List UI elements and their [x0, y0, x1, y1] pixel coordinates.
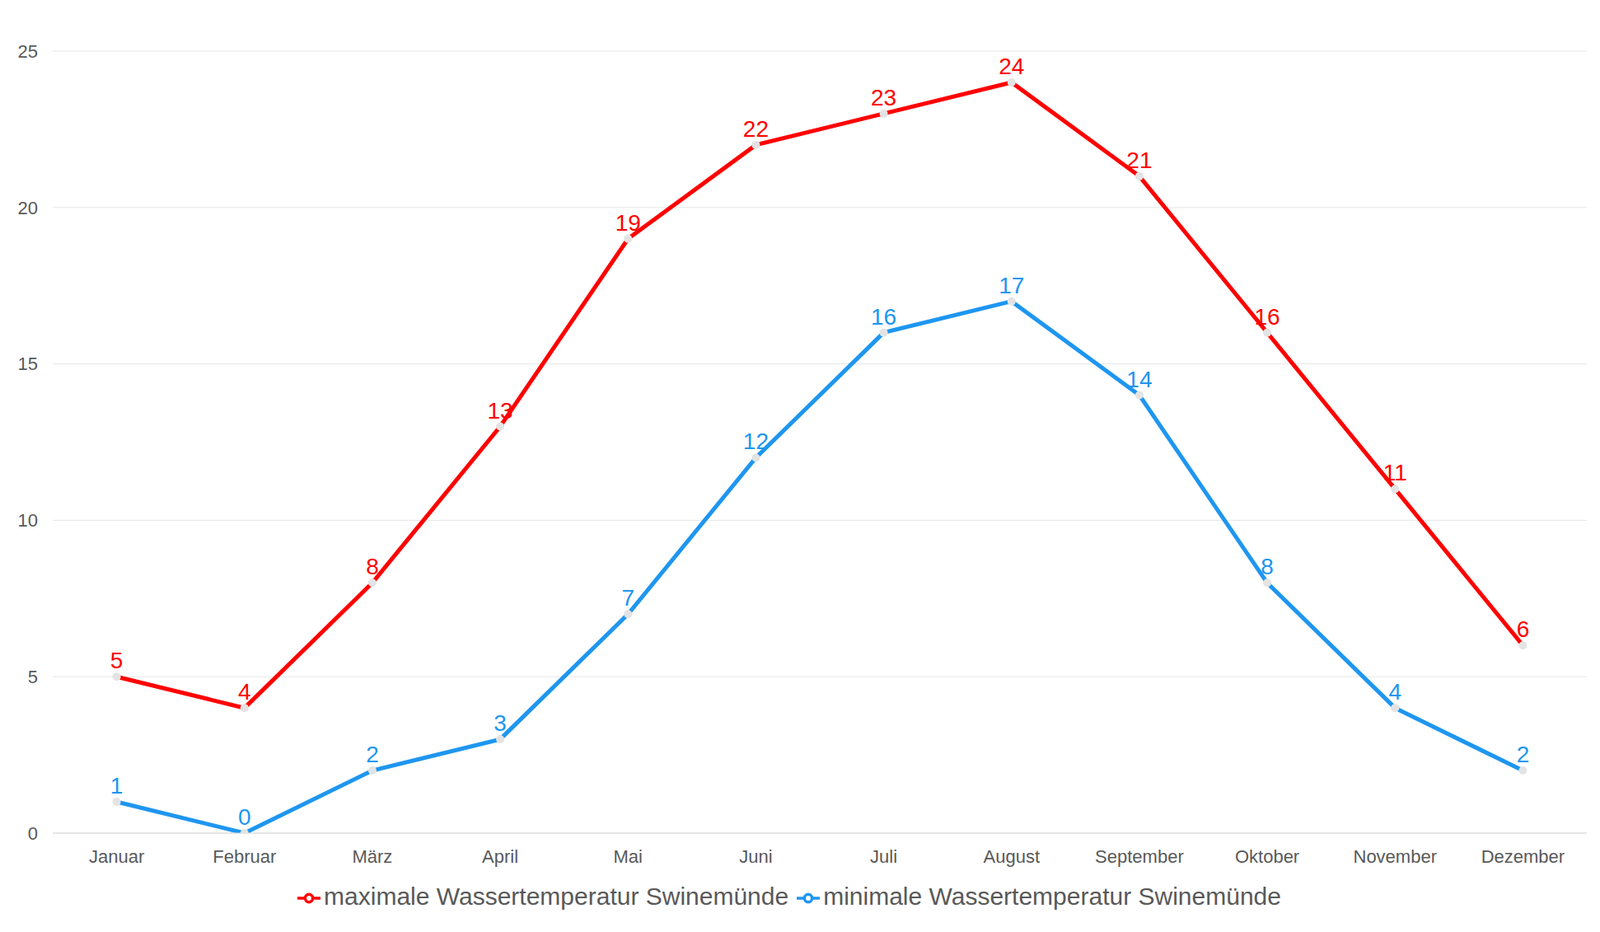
- svg-text:8: 8: [365, 553, 379, 580]
- html-text:minimale Wassertemperatur Swin: minimale Wassertemperatur Swinemünde: [823, 882, 1282, 910]
- svg-text:25: 25: [18, 41, 38, 62]
- svg-text:0: 0: [28, 823, 38, 844]
- svg-text:4: 4: [1388, 678, 1402, 705]
- svg-text:Juli: Juli: [870, 846, 898, 867]
- svg-text:Juni: Juni: [739, 846, 772, 867]
- svg-text:17: 17: [998, 272, 1025, 299]
- svg-text:2: 2: [1516, 741, 1530, 768]
- svg-text:3: 3: [493, 710, 507, 736]
- svg-text:12: 12: [743, 428, 769, 454]
- svg-text:Dezember: Dezember: [1481, 846, 1565, 867]
- svg-text:16: 16: [870, 304, 897, 330]
- svg-text:2: 2: [365, 741, 379, 768]
- svg-text:20: 20: [18, 197, 38, 219]
- svg-text:10: 10: [18, 509, 38, 531]
- svg-text:11: 11: [1383, 459, 1408, 486]
- svg-text:6: 6: [1516, 616, 1530, 642]
- html-text:maximale Wassertemperatur Swin: maximale Wassertemperatur Swinemünde: [323, 882, 789, 910]
- svg-text:Januar: Januar: [88, 846, 145, 867]
- svg-text:März: März: [351, 846, 393, 867]
- svg-text:5: 5: [110, 647, 124, 674]
- svg-text:7: 7: [621, 584, 635, 611]
- svg-text:0: 0: [238, 804, 252, 830]
- svg-text:23: 23: [870, 84, 897, 111]
- svg-text:21: 21: [1126, 147, 1152, 174]
- svg-text:22: 22: [743, 116, 769, 142]
- svg-text:April: April: [481, 846, 519, 867]
- svg-text:8: 8: [1260, 553, 1274, 580]
- svg-text:19: 19: [615, 210, 641, 236]
- svg-text:November: November: [1353, 846, 1437, 867]
- svg-text:Oktober: Oktober: [1235, 846, 1300, 867]
- svg-text:Mai: Mai: [613, 846, 643, 867]
- svg-text:August: August: [983, 846, 1041, 867]
- svg-text:13: 13: [487, 397, 514, 424]
- svg-text:4: 4: [238, 678, 252, 705]
- svg-text:September: September: [1094, 846, 1184, 867]
- svg-text:1: 1: [110, 772, 124, 799]
- svg-text:5: 5: [28, 666, 38, 688]
- svg-text:14: 14: [1126, 366, 1152, 393]
- svg-text:16: 16: [1254, 304, 1281, 330]
- svg-text:Februar: Februar: [212, 846, 277, 867]
- svg-text:24: 24: [998, 53, 1025, 80]
- svg-text:15: 15: [18, 353, 38, 375]
